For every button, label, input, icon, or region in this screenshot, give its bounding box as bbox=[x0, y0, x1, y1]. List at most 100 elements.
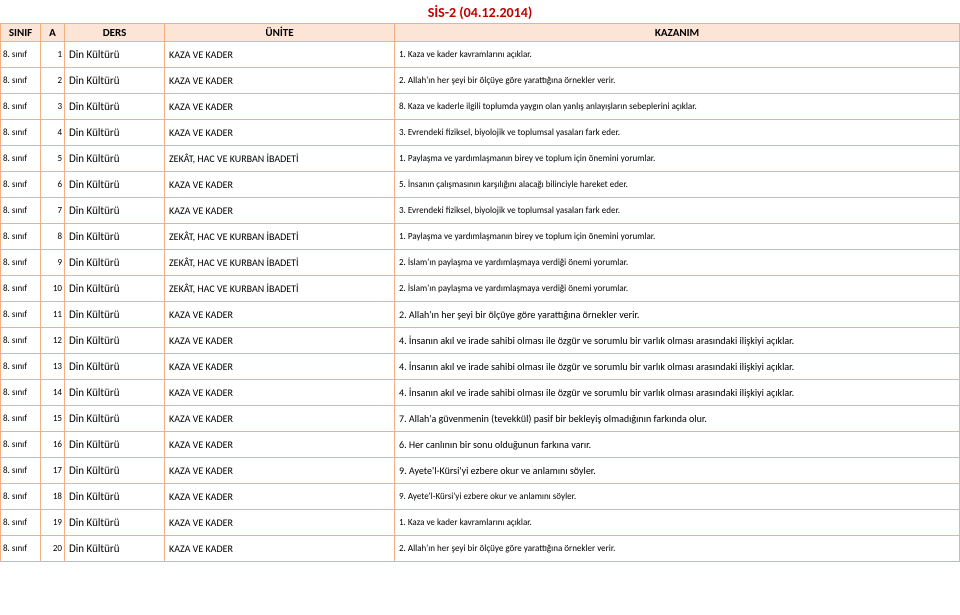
data-table: SINIF A DERS ÜNİTE KAZANIM 8. sınıf1Din … bbox=[0, 23, 960, 562]
cell-sinif: 8. sınıf bbox=[1, 42, 41, 68]
header-a: A bbox=[41, 24, 65, 42]
cell-a: 3 bbox=[41, 94, 65, 120]
cell-a: 10 bbox=[41, 276, 65, 302]
cell-kazanim: 5. İnsanın çalışmasının karşılığını alac… bbox=[395, 172, 960, 198]
document-title: SİS-2 (04.12.2014) bbox=[0, 0, 960, 23]
cell-kazanim: 1. Kaza ve kader kavramlarını açıklar. bbox=[395, 510, 960, 536]
cell-ders: Din Kültürü bbox=[65, 536, 165, 562]
cell-sinif: 8. sınıf bbox=[1, 276, 41, 302]
table-row: 8. sınıf17Din KültürüKAZA VE KADER9. Aye… bbox=[1, 458, 960, 484]
cell-a: 14 bbox=[41, 380, 65, 406]
cell-sinif: 8. sınıf bbox=[1, 536, 41, 562]
cell-ders: Din Kültürü bbox=[65, 276, 165, 302]
cell-unite: ZEKÂT, HAC VE KURBAN İBADETİ bbox=[165, 146, 395, 172]
cell-sinif: 8. sınıf bbox=[1, 354, 41, 380]
table-row: 8. sınıf6Din KültürüKAZA VE KADER5. İnsa… bbox=[1, 172, 960, 198]
cell-a: 2 bbox=[41, 68, 65, 94]
table-row: 8. sınıf4Din KültürüKAZA VE KADER3. Evre… bbox=[1, 120, 960, 146]
cell-ders: Din Kültürü bbox=[65, 354, 165, 380]
cell-sinif: 8. sınıf bbox=[1, 484, 41, 510]
cell-kazanim: 4. İnsanın akıl ve irade sahibi olması i… bbox=[395, 328, 960, 354]
cell-unite: KAZA VE KADER bbox=[165, 354, 395, 380]
cell-ders: Din Kültürü bbox=[65, 380, 165, 406]
document-container: SİS-2 (04.12.2014) SINIF A DERS ÜNİTE KA… bbox=[0, 0, 960, 562]
cell-ders: Din Kültürü bbox=[65, 302, 165, 328]
cell-kazanim: 1. Paylaşma ve yardımlaşmanın birey ve t… bbox=[395, 224, 960, 250]
cell-ders: Din Kültürü bbox=[65, 510, 165, 536]
header-sinif: SINIF bbox=[1, 24, 41, 42]
header-row: SINIF A DERS ÜNİTE KAZANIM bbox=[1, 24, 960, 42]
cell-ders: Din Kültürü bbox=[65, 68, 165, 94]
cell-kazanim: 3. Evrendeki fiziksel, biyolojik ve topl… bbox=[395, 120, 960, 146]
cell-a: 12 bbox=[41, 328, 65, 354]
cell-sinif: 8. sınıf bbox=[1, 432, 41, 458]
cell-unite: KAZA VE KADER bbox=[165, 172, 395, 198]
cell-unite: ZEKÂT, HAC VE KURBAN İBADETİ bbox=[165, 250, 395, 276]
cell-a: 8 bbox=[41, 224, 65, 250]
header-unite: ÜNİTE bbox=[165, 24, 395, 42]
cell-a: 17 bbox=[41, 458, 65, 484]
cell-sinif: 8. sınıf bbox=[1, 328, 41, 354]
cell-sinif: 8. sınıf bbox=[1, 380, 41, 406]
cell-ders: Din Kültürü bbox=[65, 406, 165, 432]
cell-kazanim: 3. Evrendeki fiziksel, biyolojik ve topl… bbox=[395, 198, 960, 224]
header-kazanim: KAZANIM bbox=[395, 24, 960, 42]
cell-kazanim: 2. Allah'ın her şeyi bir ölçüye göre yar… bbox=[395, 302, 960, 328]
cell-unite: KAZA VE KADER bbox=[165, 380, 395, 406]
cell-a: 20 bbox=[41, 536, 65, 562]
cell-unite: KAZA VE KADER bbox=[165, 328, 395, 354]
cell-unite: KAZA VE KADER bbox=[165, 406, 395, 432]
table-row: 8. sınıf3Din KültürüKAZA VE KADER8. Kaza… bbox=[1, 94, 960, 120]
cell-kazanim: 6. Her canlının bir sonu olduğunun farkı… bbox=[395, 432, 960, 458]
cell-unite: KAZA VE KADER bbox=[165, 536, 395, 562]
cell-a: 1 bbox=[41, 42, 65, 68]
table-row: 8. sınıf9Din KültürüZEKÂT, HAC VE KURBAN… bbox=[1, 250, 960, 276]
cell-kazanim: 7. Allah'a güvenmenin (tevekkül) pasif b… bbox=[395, 406, 960, 432]
cell-kazanim: 4. İnsanın akıl ve irade sahibi olması i… bbox=[395, 380, 960, 406]
cell-kazanim: 2. Allah'ın her şeyi bir ölçüye göre yar… bbox=[395, 68, 960, 94]
cell-sinif: 8. sınıf bbox=[1, 94, 41, 120]
cell-unite: ZEKÂT, HAC VE KURBAN İBADETİ bbox=[165, 276, 395, 302]
cell-a: 15 bbox=[41, 406, 65, 432]
cell-a: 5 bbox=[41, 146, 65, 172]
table-row: 8. sınıf5Din KültürüZEKÂT, HAC VE KURBAN… bbox=[1, 146, 960, 172]
cell-sinif: 8. sınıf bbox=[1, 68, 41, 94]
cell-ders: Din Kültürü bbox=[65, 94, 165, 120]
cell-sinif: 8. sınıf bbox=[1, 172, 41, 198]
cell-kazanim: 2. İslam'ın paylaşma ve yardımlaşmaya ve… bbox=[395, 276, 960, 302]
table-row: 8. sınıf15Din KültürüKAZA VE KADER7. All… bbox=[1, 406, 960, 432]
table-row: 8. sınıf14Din KültürüKAZA VE KADER4. İns… bbox=[1, 380, 960, 406]
cell-ders: Din Kültürü bbox=[65, 458, 165, 484]
cell-unite: KAZA VE KADER bbox=[165, 432, 395, 458]
cell-sinif: 8. sınıf bbox=[1, 198, 41, 224]
cell-sinif: 8. sınıf bbox=[1, 120, 41, 146]
cell-sinif: 8. sınıf bbox=[1, 302, 41, 328]
cell-sinif: 8. sınıf bbox=[1, 250, 41, 276]
cell-unite: KAZA VE KADER bbox=[165, 484, 395, 510]
table-row: 8. sınıf16Din KültürüKAZA VE KADER6. Her… bbox=[1, 432, 960, 458]
cell-ders: Din Kültürü bbox=[65, 484, 165, 510]
table-row: 8. sınıf10Din KültürüZEKÂT, HAC VE KURBA… bbox=[1, 276, 960, 302]
cell-ders: Din Kültürü bbox=[65, 328, 165, 354]
cell-a: 4 bbox=[41, 120, 65, 146]
cell-ders: Din Kültürü bbox=[65, 120, 165, 146]
cell-ders: Din Kültürü bbox=[65, 172, 165, 198]
cell-sinif: 8. sınıf bbox=[1, 146, 41, 172]
cell-unite: KAZA VE KADER bbox=[165, 198, 395, 224]
cell-unite: KAZA VE KADER bbox=[165, 68, 395, 94]
cell-sinif: 8. sınıf bbox=[1, 510, 41, 536]
cell-ders: Din Kültürü bbox=[65, 250, 165, 276]
table-row: 8. sınıf13Din KültürüKAZA VE KADER4. İns… bbox=[1, 354, 960, 380]
table-row: 8. sınıf11Din KültürüKAZA VE KADER2. All… bbox=[1, 302, 960, 328]
cell-kazanim: 4. İnsanın akıl ve irade sahibi olması i… bbox=[395, 354, 960, 380]
cell-unite: KAZA VE KADER bbox=[165, 302, 395, 328]
cell-kazanim: 2. Allah'ın her şeyi bir ölçüye göre yar… bbox=[395, 536, 960, 562]
cell-kazanim: 2. İslam'ın paylaşma ve yardımlaşmaya ve… bbox=[395, 250, 960, 276]
cell-a: 6 bbox=[41, 172, 65, 198]
cell-a: 18 bbox=[41, 484, 65, 510]
header-ders: DERS bbox=[65, 24, 165, 42]
cell-unite: KAZA VE KADER bbox=[165, 42, 395, 68]
table-row: 8. sınıf1Din KültürüKAZA VE KADER1. Kaza… bbox=[1, 42, 960, 68]
cell-kazanim: 8. Kaza ve kaderle ilgili toplumda yaygı… bbox=[395, 94, 960, 120]
table-body: 8. sınıf1Din KültürüKAZA VE KADER1. Kaza… bbox=[1, 42, 960, 562]
